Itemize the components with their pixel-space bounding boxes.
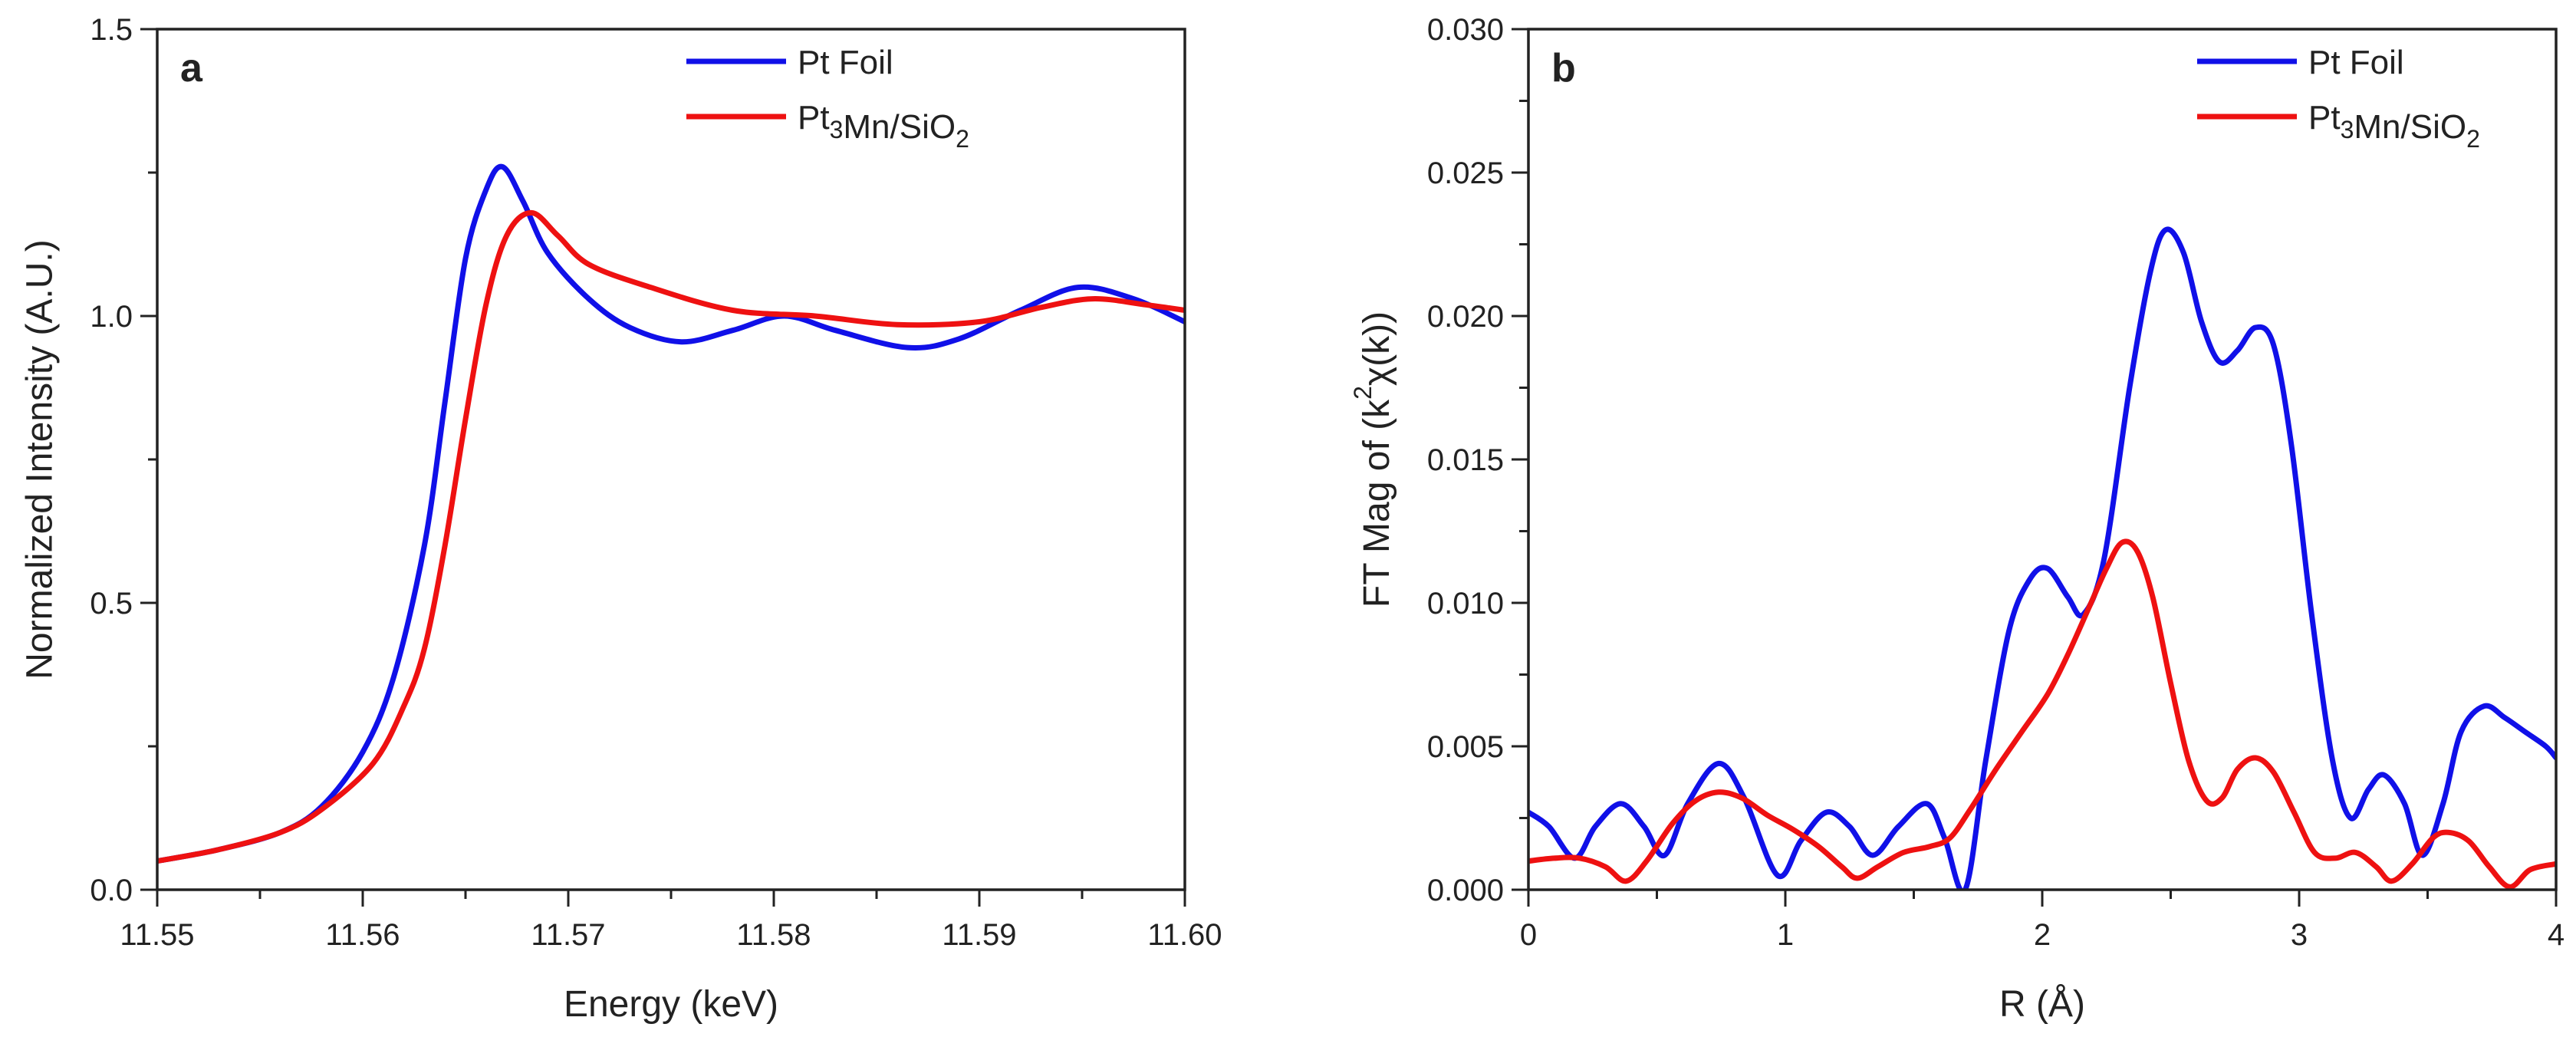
y-tick-label: 0.010	[1427, 587, 1504, 621]
y-axis-title: Normalized Intensity (A.U.)	[20, 239, 61, 680]
plot-frame	[156, 28, 1186, 891]
series-line-pt3mn-sio2	[157, 209, 1185, 864]
plot-frame	[1527, 28, 2558, 891]
y-axis-title: FT Mag of (k2χ(k))	[1349, 311, 1397, 607]
panel-b: 0 1 2 3 4 0.000 0.005 0.010 0.015 0.020 0.025 0.030…	[1349, 13, 2564, 1025]
legend-label: Pt Foil	[2308, 44, 2404, 81]
x-axis-title: Energy (keV)	[564, 984, 778, 1025]
series-line-pt-foil	[157, 163, 1185, 864]
y-tick-label: 0.020	[1427, 300, 1504, 334]
legend-label: Pt3Mn/SiO2	[2308, 99, 2480, 153]
x-tick-label: 11.59	[942, 918, 1016, 952]
x-tick-label: 4	[2548, 918, 2564, 952]
x-tick-label: 0	[1520, 918, 1537, 952]
y-tick-label: 0.025	[1427, 156, 1504, 190]
y-tick-label: 0.005	[1427, 730, 1504, 764]
y-tick-label: 1.0	[90, 300, 133, 334]
series-line-pt3mn-sio2	[1528, 538, 2556, 890]
panel-letter: b	[1551, 46, 1576, 91]
y-tick-label: 0.000	[1427, 874, 1504, 907]
x-tick-label: 2	[2034, 918, 2051, 952]
x-tick-label: 11.55	[120, 918, 194, 952]
x-tick-label: 11.57	[531, 918, 605, 952]
x-axis-title: R (Å)	[1999, 984, 2085, 1025]
x-tick-label: 11.56	[325, 918, 400, 952]
y-tick-label: 1.5	[90, 13, 133, 47]
series-line-pt-foil	[1528, 226, 2556, 890]
legend-label: Pt Foil	[798, 44, 893, 81]
y-tick-label: 0.5	[90, 587, 133, 621]
x-tick-label: 3	[2291, 918, 2308, 952]
x-tick-label: 11.60	[1147, 918, 1222, 952]
panel-letter: a	[180, 46, 203, 91]
x-tick-label: 1	[1777, 918, 1794, 952]
x-tick-label: 11.58	[736, 918, 811, 952]
panel-a: 11.55 11.56 11.57 11.58 11.59 11.60 0.0 0.5 1.0 1…	[20, 13, 1222, 1025]
y-tick-label: 0.030	[1427, 13, 1504, 47]
y-tick-label: 0.0	[90, 874, 133, 907]
legend-label: Pt3Mn/SiO2	[798, 99, 969, 153]
y-tick-label: 0.015	[1427, 443, 1504, 477]
